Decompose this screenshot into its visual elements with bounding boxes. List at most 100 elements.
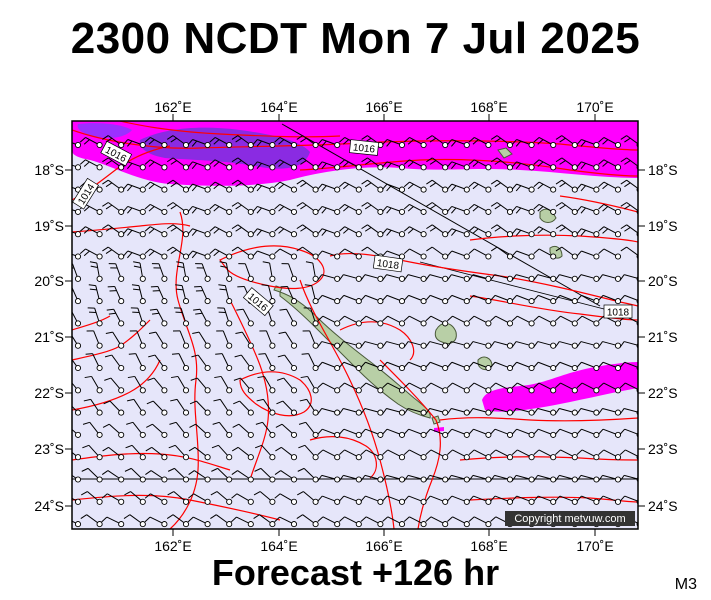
wind-barb	[101, 516, 125, 528]
wind-barb	[490, 449, 514, 461]
wind-barb	[426, 224, 449, 238]
rain-core-north	[139, 127, 310, 169]
wind-barb	[86, 330, 103, 349]
wind-barb	[533, 382, 557, 394]
wind-barb	[189, 400, 211, 416]
wind-barb	[468, 159, 492, 171]
lat-label-right-18: 18˚S	[648, 162, 678, 178]
wind-barb	[213, 398, 233, 416]
wind-barb	[555, 135, 578, 149]
wind-barb	[511, 274, 535, 282]
wind-barb	[425, 474, 449, 483]
wind-barb	[254, 444, 276, 461]
wind-barb	[187, 161, 211, 171]
wind-barb	[274, 248, 298, 260]
wind-barb	[511, 382, 535, 394]
wind-barb	[101, 470, 125, 483]
wind-barb	[468, 495, 492, 505]
wind-barb	[171, 375, 190, 394]
wind-barb	[576, 161, 600, 171]
isobar-east-5	[559, 195, 638, 213]
wind-barb	[72, 382, 82, 394]
wind-barb	[122, 250, 146, 260]
wind-barb	[170, 398, 190, 416]
wind-barb	[446, 341, 470, 349]
wind-barb	[468, 361, 492, 372]
wind-barb	[533, 159, 557, 171]
wind-barb	[209, 137, 233, 149]
lat-label-right-20: 20˚S	[648, 273, 678, 289]
wind-barb	[446, 228, 470, 238]
wind-barb	[382, 250, 406, 260]
wind-barb	[576, 294, 600, 305]
wind-barb	[382, 274, 406, 282]
lon-label-bottom-162: 162˚E	[154, 538, 191, 554]
wind-barb	[446, 428, 470, 438]
wind-barb	[166, 135, 190, 149]
wind-barb	[360, 495, 384, 505]
wind-barb	[166, 157, 190, 171]
lon-labels-top: 162˚E 164˚E 166˚E 168˚E 170˚E	[154, 99, 613, 115]
wind-barb	[72, 474, 82, 483]
wind-barb	[89, 261, 103, 282]
wind-barb	[490, 179, 514, 193]
wind-barb	[490, 315, 514, 327]
wind-barb	[317, 274, 341, 282]
wind-barb	[468, 428, 492, 438]
wind-barb	[598, 159, 622, 171]
wind-barb	[382, 205, 406, 215]
wind-barb	[403, 407, 427, 416]
wind-barb	[533, 449, 557, 461]
lon-label-bottom-170: 170˚E	[576, 538, 613, 554]
wind-barb	[317, 428, 341, 438]
wind-barb	[360, 294, 384, 305]
wind-barb	[107, 285, 125, 305]
wind-barb	[147, 377, 168, 394]
wind-barb	[102, 157, 125, 171]
wind-barb	[533, 181, 557, 193]
wind-barb	[554, 294, 578, 305]
wind-barb	[125, 444, 146, 461]
wind-barb	[317, 449, 341, 461]
wind-barb	[85, 353, 103, 372]
wind-barb	[235, 331, 254, 349]
wind-barb	[124, 467, 146, 483]
wind-barb	[576, 228, 600, 238]
wind-barb	[576, 205, 600, 215]
lat-label-left-23: 23˚S	[34, 441, 64, 457]
wind-barb	[72, 451, 82, 461]
wind-barb	[555, 246, 578, 260]
wind-barb	[188, 493, 211, 505]
isobar-west-4	[72, 315, 111, 331]
wind-barb	[554, 341, 578, 349]
lon-label-bottom-168: 168˚E	[470, 538, 507, 554]
wind-barb	[104, 377, 125, 394]
wind-barb	[468, 315, 492, 327]
wind-barb	[511, 315, 535, 327]
wind-barb	[191, 354, 211, 372]
wind-barb	[426, 135, 449, 149]
wind-barb	[598, 495, 622, 505]
wind-barb	[533, 407, 557, 416]
wind-barb	[144, 516, 168, 528]
wind-barb	[339, 449, 362, 461]
wind-barb	[317, 250, 341, 260]
wind-barb	[236, 308, 254, 327]
wind-barb	[144, 159, 168, 171]
wind-barb	[382, 428, 406, 438]
lat-labels-left: 18˚S 19˚S 20˚S 21˚S 22˚S 23˚S 24˚S	[34, 162, 64, 514]
wind-barb	[72, 520, 82, 528]
wind-barb	[576, 361, 600, 372]
wind-barb	[80, 514, 103, 528]
lat-label-right-21: 21˚S	[648, 329, 678, 345]
wind-barb	[403, 294, 427, 305]
wind-barb	[166, 246, 190, 260]
wind-barb	[195, 263, 211, 282]
wind-barb	[382, 361, 406, 372]
wind-barb	[360, 274, 384, 282]
wind-barb	[146, 400, 168, 416]
wind-barb	[102, 224, 125, 238]
wind-barb	[259, 330, 276, 349]
wind-barb	[81, 467, 103, 483]
wind-barb	[425, 516, 449, 528]
